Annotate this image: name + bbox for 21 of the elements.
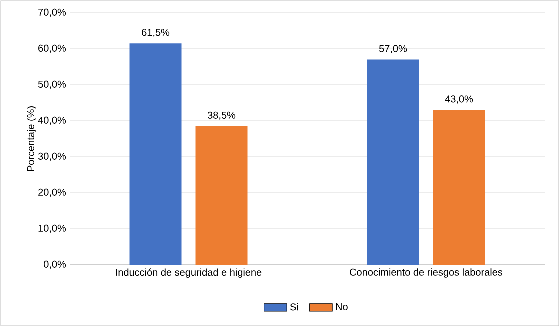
legend-label: No: [336, 304, 348, 311]
data-label: 57,0%: [379, 45, 408, 54]
y-tick-label: 40,0%: [38, 116, 66, 126]
y-tick-label: 30,0%: [38, 152, 66, 162]
x-tick-label: Conocimiento de riesgos laborales: [350, 268, 503, 278]
y-tick-label: 20,0%: [38, 188, 66, 198]
bar: [433, 110, 486, 265]
y-tick-label: 0,0%: [44, 260, 66, 270]
y-tick-label: 50,0%: [38, 80, 66, 90]
bar: [196, 126, 248, 265]
legend-label: Si: [290, 303, 298, 311]
data-label: 43,0%: [445, 96, 474, 104]
data-label: 38,5%: [208, 112, 236, 120]
y-tick-label: 70,0%: [38, 8, 66, 18]
y-axis-title: Porcentaje (%): [27, 106, 36, 172]
y-tick-label: 10,0%: [38, 224, 66, 234]
x-tick-label: Inducción de seguridad e higiene: [116, 268, 262, 278]
bar: [367, 60, 420, 265]
data-label: 61,5%: [142, 29, 170, 38]
y-tick-label: 60,0%: [38, 44, 66, 54]
bar: [130, 44, 182, 265]
